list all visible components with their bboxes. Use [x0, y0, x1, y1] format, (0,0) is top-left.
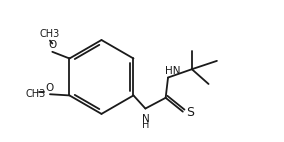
Text: CH3: CH3 — [25, 89, 45, 99]
Text: O: O — [48, 40, 57, 50]
Text: H: H — [142, 120, 150, 130]
Text: HN: HN — [165, 66, 181, 76]
Text: S: S — [186, 106, 194, 119]
Text: O: O — [46, 83, 54, 93]
Text: CH3: CH3 — [40, 29, 60, 39]
Text: N: N — [142, 114, 150, 124]
